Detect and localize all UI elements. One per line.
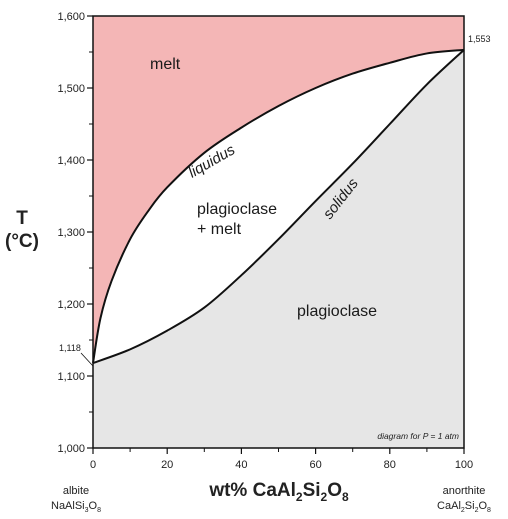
x-tick-label: 60	[309, 459, 321, 471]
plagioclase-region	[93, 49, 464, 449]
x-tick-label: 0	[90, 459, 96, 471]
two-phase-label-line1: plagioclase	[197, 201, 277, 218]
x-tick-label: 80	[384, 459, 396, 471]
y-axis-title-line1: T	[16, 208, 28, 229]
two-phase-label-line2: + melt	[197, 221, 242, 238]
melt-region	[93, 16, 464, 364]
albite-formula: NaAlSi3O8	[51, 500, 101, 514]
y-axis-title-line2: (°C)	[5, 231, 39, 252]
x-tick-label: 20	[161, 459, 173, 471]
x-tick-label: 40	[235, 459, 247, 471]
albite-melting-point-leader	[80, 352, 94, 367]
y-tick-label: 1,500	[57, 83, 85, 95]
pressure-note: diagram for P = 1 atm	[377, 431, 459, 441]
y-tick-label: 1,000	[57, 443, 85, 455]
plagioclase-label: plagioclase	[297, 303, 377, 320]
plagioclase-melt-region	[93, 49, 464, 364]
y-tick-label: 1,300	[57, 227, 85, 239]
albite-melting-point-label: 1,118	[59, 343, 81, 353]
albite-name: albite	[63, 485, 89, 497]
x-axis-title: wt% CaAl2Si2O8	[208, 480, 349, 504]
anorthite-name: anorthite	[443, 485, 486, 497]
melt-label: melt	[150, 56, 181, 73]
y-tick-label: 1,100	[57, 371, 85, 383]
liquidus-curve	[92, 48, 465, 364]
y-tick-label: 1,200	[57, 299, 85, 311]
anorthite-formula: CaAl2Si2O8	[437, 500, 491, 514]
x-axis-ticks: 0 20 40 60 80 100	[90, 448, 473, 471]
y-tick-label: 1,400	[57, 155, 85, 167]
solidus-curve	[92, 49, 465, 364]
y-axis-ticks: 1,000 1,100 1,200 1,300 1,400 1,500 1,600	[57, 11, 93, 455]
y-tick-label: 1,600	[57, 11, 85, 23]
x-tick-label: 100	[455, 459, 473, 471]
anorthite-melting-point-label: 1,553	[468, 34, 491, 44]
